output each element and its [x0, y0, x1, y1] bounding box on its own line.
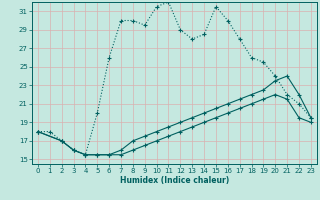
- X-axis label: Humidex (Indice chaleur): Humidex (Indice chaleur): [120, 176, 229, 185]
